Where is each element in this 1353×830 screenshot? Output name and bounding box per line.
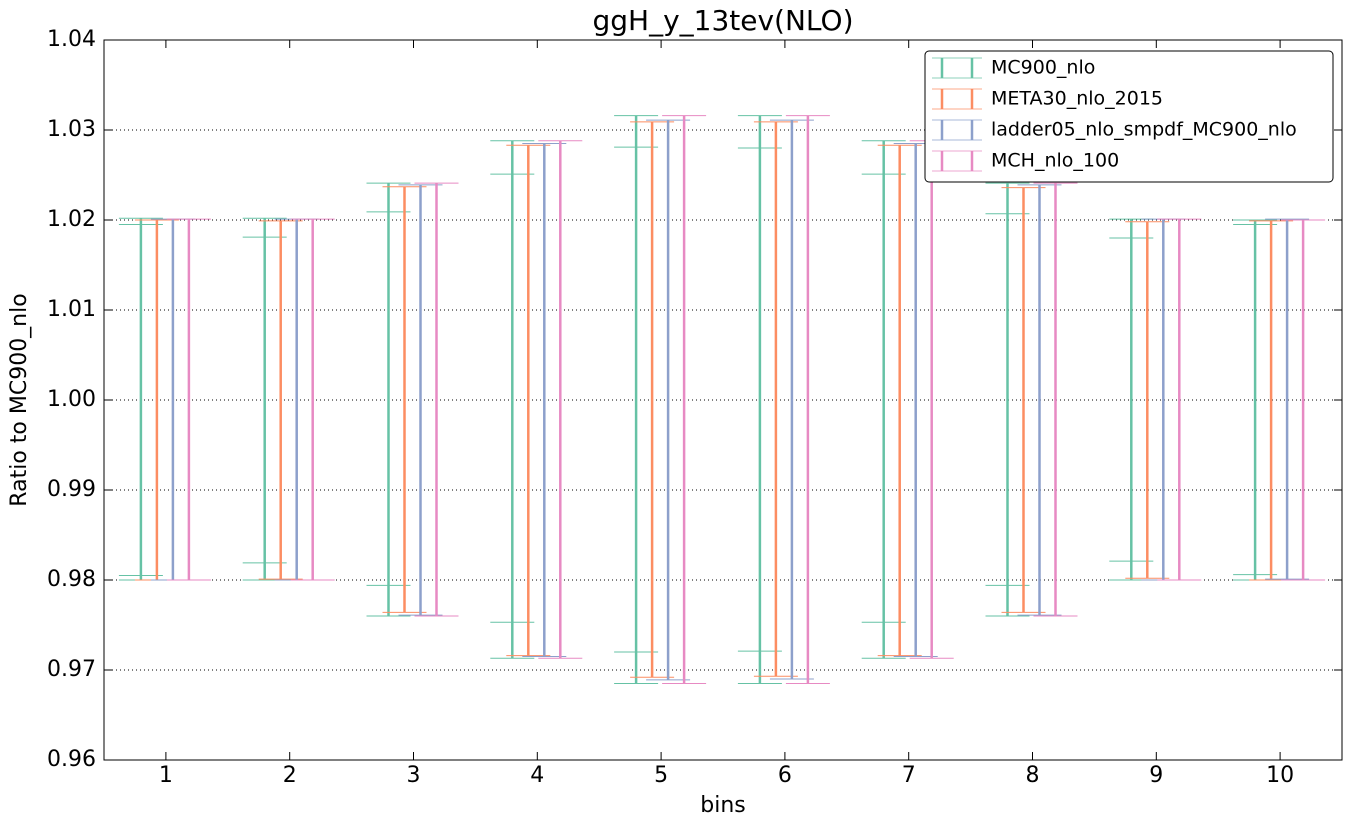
y-tick-label: 1.02 xyxy=(47,207,96,232)
x-tick-label: 2 xyxy=(283,763,297,788)
x-tick-label: 8 xyxy=(1026,763,1040,788)
y-tick-label: 1.01 xyxy=(47,297,96,322)
legend-label: MC900_nlo xyxy=(991,57,1095,79)
x-tick-label: 4 xyxy=(530,763,544,788)
x-tick-label: 6 xyxy=(778,763,792,788)
y-tick-label: 0.99 xyxy=(47,477,96,502)
y-tick-label: 0.96 xyxy=(47,747,96,772)
y-axis-label: Ratio to MC900_nlo xyxy=(7,293,32,506)
y-tick-label: 0.98 xyxy=(47,567,96,592)
x-tick-label: 1 xyxy=(159,763,173,788)
x-tick-label: 10 xyxy=(1266,763,1294,788)
legend-label: ladder05_nlo_smpdf_MC900_nlo xyxy=(991,119,1297,141)
y-tick-label: 1.04 xyxy=(47,27,96,52)
chart-title: ggH_y_13tev(NLO) xyxy=(592,4,853,37)
x-tick-label: 9 xyxy=(1149,763,1163,788)
x-tick-label: 3 xyxy=(407,763,421,788)
y-tick-label: 0.97 xyxy=(47,657,96,682)
x-axis-label: bins xyxy=(700,793,745,818)
legend-box xyxy=(924,50,1334,183)
plot-frame xyxy=(103,39,1343,761)
legend-label: META30_nlo_2015 xyxy=(991,88,1163,110)
y-tick-label: 1.03 xyxy=(47,117,96,142)
x-tick-label: 7 xyxy=(902,763,916,788)
y-tick-label: 1.00 xyxy=(47,387,96,412)
legend-label: MCH_nlo_100 xyxy=(991,150,1119,172)
x-tick-label: 5 xyxy=(654,763,668,788)
